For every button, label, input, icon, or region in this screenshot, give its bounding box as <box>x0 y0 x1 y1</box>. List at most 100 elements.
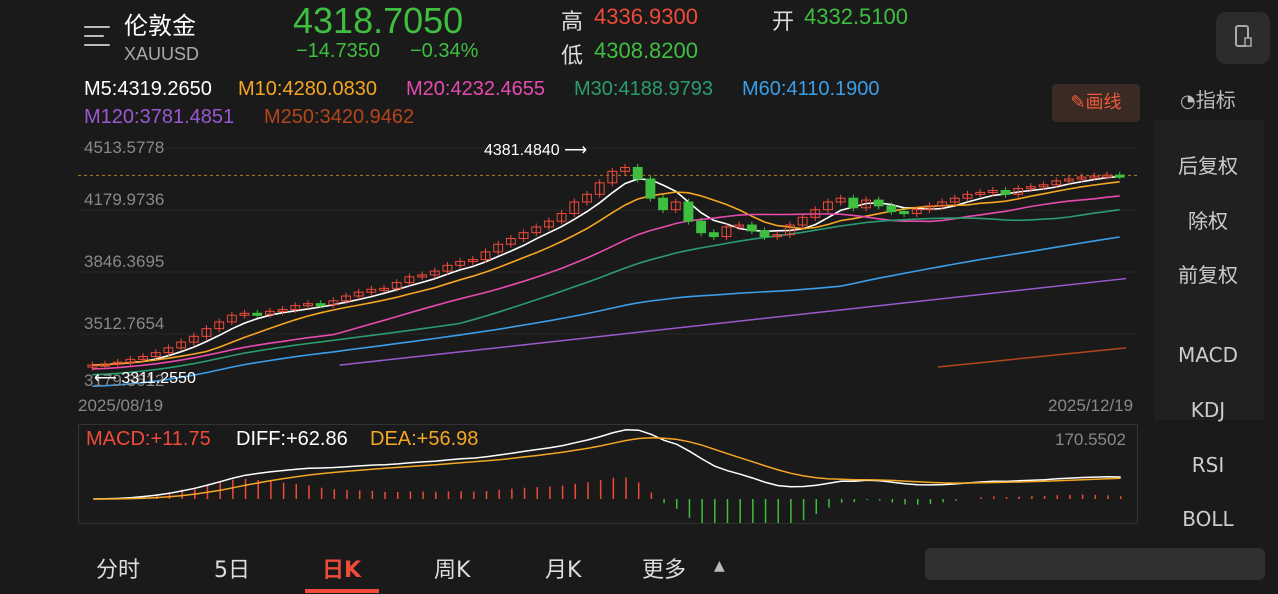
candle-body <box>87 364 98 368</box>
dea-line <box>93 436 1121 500</box>
candle-body <box>721 226 732 238</box>
macd-value: MACD:+11.75 <box>86 428 211 450</box>
low-value: 4308.8200 <box>594 38 698 63</box>
candle-body <box>480 251 491 261</box>
date-end: 2025/12/19 <box>1048 396 1134 415</box>
candle-body <box>328 300 339 306</box>
candle-body <box>645 178 656 199</box>
y-label-4: 3512.7654 <box>84 314 165 333</box>
high-value: 4336.9300 <box>594 4 698 29</box>
candle-body <box>746 224 757 232</box>
candlestick-chart[interactable] <box>78 138 1138 394</box>
caret-up-icon[interactable]: ▲ <box>714 558 725 574</box>
ma-line-m120 <box>339 277 1127 366</box>
y-label-1: 4513.5778 <box>84 138 165 157</box>
watermark <box>925 544 1275 584</box>
ma60-value: M60:4110.1900 <box>742 78 880 100</box>
candle-body <box>924 205 935 211</box>
side-item-rsi[interactable]: RSI <box>1191 453 1225 477</box>
candle-body <box>835 197 846 203</box>
candle-body <box>620 166 630 172</box>
candle-body <box>873 199 884 207</box>
instrument-title: 伦敦金 <box>124 12 196 40</box>
tab-daily-k[interactable]: 日K <box>322 558 362 583</box>
candle-body <box>632 166 643 180</box>
candle-body <box>379 287 389 291</box>
y-label-3: 3846.3695 <box>84 252 165 271</box>
candle-body <box>670 201 681 211</box>
diff-value: DIFF:+62.86 <box>236 428 348 450</box>
gauge-icon: ◔ <box>1180 91 1196 112</box>
candle-body <box>239 312 250 316</box>
candle-body <box>823 201 833 211</box>
side-panel <box>1154 120 1264 420</box>
candle-body <box>353 291 364 297</box>
candle-body <box>277 308 288 312</box>
candle-body <box>303 303 313 307</box>
candle-body <box>125 358 136 363</box>
phone-icon[interactable] <box>1216 12 1270 64</box>
candle-body <box>112 361 123 365</box>
max-price-label: 4381.4840 ⟶ <box>484 142 588 159</box>
side-item-boll[interactable]: BOLL <box>1182 507 1234 531</box>
candle-body <box>1063 178 1074 182</box>
candle-body <box>100 363 110 367</box>
tab-more[interactable]: 更多 <box>642 558 687 583</box>
side-item-post-adjust[interactable]: 后复权 <box>1178 154 1238 178</box>
ma120-value: M120:3781.4851 <box>84 106 235 128</box>
ma-line-m60 <box>92 236 1120 387</box>
candle-body <box>861 199 871 209</box>
candle-body <box>467 259 478 263</box>
ma-line-m5 <box>92 175 1120 366</box>
candle-body <box>911 209 922 215</box>
macd-max: 170.5502 <box>1055 430 1126 449</box>
candle-body <box>341 295 351 302</box>
candle-body <box>417 274 428 278</box>
candle-body <box>987 189 998 193</box>
arrow-left-icon: ⟵ <box>94 370 117 387</box>
candle-body <box>696 220 707 234</box>
date-start: 2025/08/19 <box>78 396 164 415</box>
draw-line-button[interactable]: ✎画线 <box>1052 84 1140 122</box>
side-item-macd[interactable]: MACD <box>1178 343 1238 367</box>
candle-body <box>734 224 745 228</box>
candle-body <box>188 335 199 343</box>
candle-body <box>658 197 669 211</box>
tab-5day[interactable]: 5日 <box>214 558 250 583</box>
candle-body <box>493 243 504 253</box>
candle-body <box>1051 180 1062 186</box>
candle-body <box>594 182 605 195</box>
candle-body <box>505 237 516 245</box>
indicator-button[interactable]: ◔指标 <box>1180 88 1236 112</box>
y-label-5: 3179.3612 <box>84 371 165 390</box>
candle-body <box>176 341 187 349</box>
candle-body <box>252 312 263 316</box>
ma20-value: M20:4232.4655 <box>406 78 546 100</box>
candle-body <box>886 205 897 213</box>
candle-body <box>797 216 808 226</box>
tab-intraday[interactable]: 分时 <box>96 558 141 583</box>
instrument-symbol: XAUUSD <box>124 44 200 64</box>
candle-body <box>556 213 567 222</box>
candle-body <box>315 303 326 307</box>
ma5-value: M5:4319.2650 <box>84 78 212 100</box>
side-item-pre-adjust[interactable]: 前复权 <box>1178 263 1238 287</box>
candle-body <box>1013 188 1024 195</box>
min-price-label: ⟵ 3311.2550 <box>94 370 196 387</box>
price-change: −14.7350 <box>296 40 380 62</box>
macd-chart[interactable] <box>78 424 1138 524</box>
candle-body <box>937 201 948 207</box>
candle-body <box>214 321 225 330</box>
low-label: 低 <box>561 44 584 69</box>
menu-icon[interactable] <box>84 26 110 48</box>
candle-body <box>543 220 554 228</box>
high-label: 高 <box>561 10 584 35</box>
candle-body <box>708 232 719 238</box>
ma-line-m20 <box>92 195 1120 370</box>
candle-body <box>150 352 161 357</box>
tab-weekly-k[interactable]: 周K <box>434 558 471 583</box>
tab-monthly-k[interactable]: 月K <box>545 558 582 583</box>
candle-body <box>226 314 237 323</box>
side-item-kdj[interactable]: KDJ <box>1190 398 1226 422</box>
side-item-ex-rights[interactable]: 除权 <box>1188 209 1228 233</box>
